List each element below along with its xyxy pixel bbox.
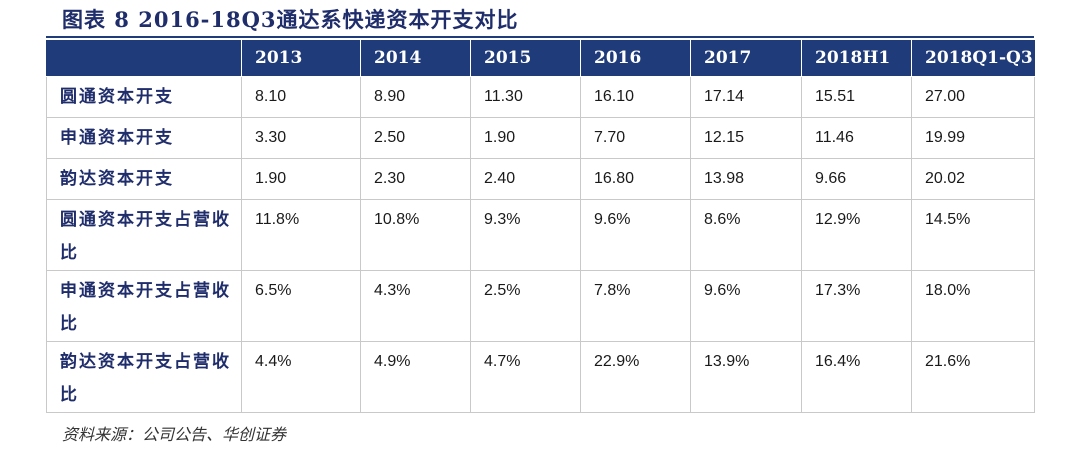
table-cell: 16.80 [580, 158, 691, 200]
row-label: 申通资本开支 [46, 117, 242, 159]
table-cell: 11.8% [241, 199, 361, 271]
table-cell: 17.3% [801, 270, 912, 342]
table-cell: 2.40 [470, 158, 581, 200]
table-cell: 10.8% [360, 199, 471, 271]
table-cell: 15.51 [801, 76, 912, 118]
table-cell: 19.99 [911, 117, 1035, 159]
table-cell: 13.9% [690, 341, 802, 413]
capex-comparison-table: 2013 2014 2015 2016 2017 2018H1 2018Q1-Q… [46, 40, 1035, 413]
table-cell: 4.7% [470, 341, 581, 413]
table-row: 申通资本开支占营收比 6.5% 4.3% 2.5% 7.8% 9.6% 17.3… [46, 270, 1035, 342]
table-cell: 2.5% [470, 270, 581, 342]
table-row: 申通资本开支 3.30 2.50 1.90 7.70 12.15 11.46 1… [46, 117, 1035, 159]
row-label: 申通资本开支占营收比 [46, 270, 242, 342]
row-label: 圆通资本开支 [46, 76, 242, 118]
table-cell: 13.98 [690, 158, 802, 200]
table-cell: 9.6% [690, 270, 802, 342]
table-cell: 7.70 [580, 117, 691, 159]
row-label: 韵达资本开支 [46, 158, 242, 200]
table-row: 圆通资本开支占营收比 11.8% 10.8% 9.3% 9.6% 8.6% 12… [46, 199, 1035, 271]
table-cell: 17.14 [690, 76, 802, 118]
figure-caption: 图表 8 2016-18Q3通达系快递资本开支对比 [62, 7, 519, 32]
table-cell: 9.66 [801, 158, 912, 200]
table-cell: 2.50 [360, 117, 471, 159]
header-cell-2016: 2016 [580, 40, 691, 77]
table-cell: 8.6% [690, 199, 802, 271]
table-cell: 18.0% [911, 270, 1035, 342]
header-cell-2014: 2014 [360, 40, 471, 77]
table-cell: 4.3% [360, 270, 471, 342]
table-cell: 6.5% [241, 270, 361, 342]
table-cell: 3.30 [241, 117, 361, 159]
header-cell-2013: 2013 [241, 40, 361, 77]
table-cell: 11.30 [470, 76, 581, 118]
table-header-row: 2013 2014 2015 2016 2017 2018H1 2018Q1-Q… [46, 40, 1035, 77]
table-cell: 14.5% [911, 199, 1035, 271]
table-cell: 4.4% [241, 341, 361, 413]
header-cell-corner [46, 40, 242, 77]
table-row: 韵达资本开支占营收比 4.4% 4.9% 4.7% 22.9% 13.9% 16… [46, 341, 1035, 413]
header-cell-2015: 2015 [470, 40, 581, 77]
table-cell: 9.3% [470, 199, 581, 271]
caption-rule [46, 36, 1034, 38]
table-cell: 8.90 [360, 76, 471, 118]
table-cell: 4.9% [360, 341, 471, 413]
table-cell: 9.6% [580, 199, 691, 271]
header-cell-2017: 2017 [690, 40, 802, 77]
table-cell: 2.30 [360, 158, 471, 200]
table-cell: 11.46 [801, 117, 912, 159]
table-cell: 22.9% [580, 341, 691, 413]
table-row: 圆通资本开支 8.10 8.90 11.30 16.10 17.14 15.51… [46, 76, 1035, 118]
row-label: 圆通资本开支占营收比 [46, 199, 242, 271]
table-cell: 7.8% [580, 270, 691, 342]
source-note: 资料来源：公司公告、华创证券 [62, 425, 287, 444]
table-cell: 1.90 [241, 158, 361, 200]
table-cell: 1.90 [470, 117, 581, 159]
header-cell-2018q1-q3: 2018Q1-Q3 [911, 40, 1035, 77]
table-cell: 12.15 [690, 117, 802, 159]
header-cell-2018h1: 2018H1 [801, 40, 912, 77]
table-cell: 12.9% [801, 199, 912, 271]
table-row: 韵达资本开支 1.90 2.30 2.40 16.80 13.98 9.66 2… [46, 158, 1035, 200]
row-label: 韵达资本开支占营收比 [46, 341, 242, 413]
table-cell: 21.6% [911, 341, 1035, 413]
table-cell: 16.4% [801, 341, 912, 413]
table-cell: 20.02 [911, 158, 1035, 200]
table-cell: 8.10 [241, 76, 361, 118]
table-cell: 16.10 [580, 76, 691, 118]
table-cell: 27.00 [911, 76, 1035, 118]
